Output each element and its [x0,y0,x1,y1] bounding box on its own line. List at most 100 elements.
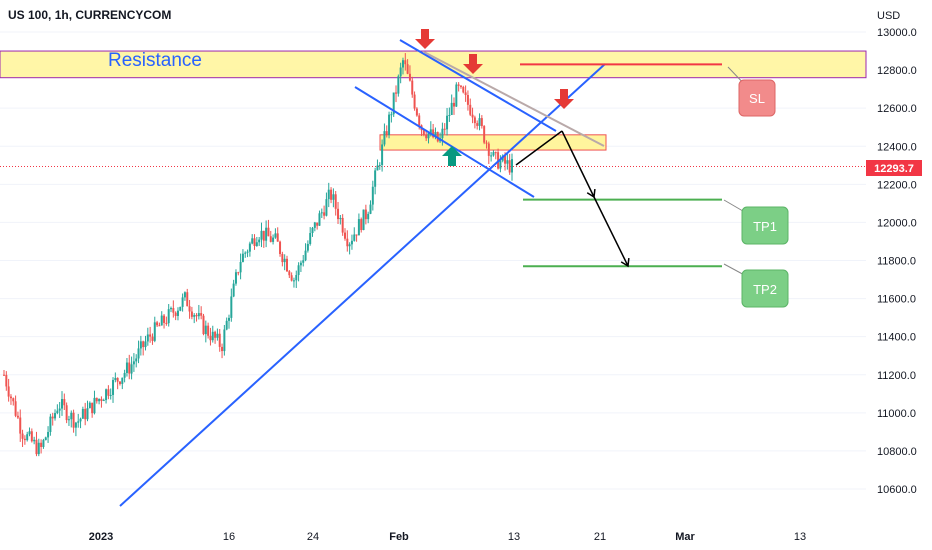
candle-body [209,335,212,341]
candle-body [422,130,425,135]
candle-body [418,115,421,126]
candle-body [385,131,388,135]
candle-body [455,84,458,107]
candle-body [427,133,430,139]
candle-body [214,331,217,338]
support-zone [379,134,607,151]
candle-body [186,292,189,307]
candle-body [14,401,17,416]
candle-body [325,199,328,216]
candle-body [202,315,205,335]
candle-body [30,431,33,442]
rising-trendline [119,63,606,507]
candle-body [408,73,411,81]
candle-body [476,123,479,126]
candle-body [7,386,10,397]
candle-body [77,421,80,423]
candle-body [506,160,509,164]
candle-body [3,374,5,376]
candle-body [42,440,45,447]
candle-body [225,320,228,330]
last-price-value: 12293.7 [874,163,914,175]
candle-body [172,308,175,313]
candle-body [434,132,437,138]
candle-body [413,94,416,109]
candle-body [311,227,314,234]
candle-body [508,160,511,173]
candle-body [112,380,115,395]
currency-label: USD [877,10,900,22]
candle-body [121,377,124,384]
candle-body [262,230,265,241]
candle-body [165,322,168,324]
y-tick-label: 11800.0 [877,256,916,268]
candle-body [374,170,377,187]
candle-body [9,396,12,399]
candle-body [179,306,182,311]
candle-body [490,155,493,157]
candle-body [132,361,135,365]
candle-body [425,134,428,139]
candle-body [72,412,75,428]
candle-body [156,322,159,326]
candle-body [469,104,472,115]
candle-body [37,442,40,455]
candle-body [281,253,284,263]
candle-body [306,243,309,251]
candle-body [406,64,409,74]
candle-body [70,412,73,420]
candle-body [448,114,451,116]
candle-body [369,204,372,214]
candle-body [19,417,22,434]
candle-body [251,238,254,244]
candle-body [244,252,247,254]
sl-callout: SL [727,66,776,117]
candle-body [114,377,117,381]
x-tick-label: 2023 [89,531,113,543]
candle-body [81,408,84,419]
candle-body [193,315,196,317]
candle-body [107,389,110,396]
y-tick-label: 11200.0 [877,370,916,382]
candle-body [95,397,98,402]
candle-body [483,126,486,143]
candle-body [320,212,323,214]
candle-body [139,341,142,349]
candle-body [21,433,24,439]
candle-body [197,313,200,317]
candle-body [149,334,152,337]
candle-body [16,415,19,418]
candle-body [323,212,326,216]
red-down-arrow [463,54,483,74]
candle-body [258,239,261,243]
candle-body [44,437,47,441]
tp2-callout: TP2 [723,263,789,308]
candle-body [279,241,282,254]
candle-body [276,233,279,242]
projection-arrowhead [620,257,630,268]
candle-body [125,362,128,373]
candle-body [309,233,312,244]
candle-body [5,374,8,387]
projection-segment [561,130,595,198]
candle-body [397,76,400,94]
candle-body [295,275,298,281]
candle-body [246,251,249,253]
candle-body [23,438,26,441]
candle-body [248,243,251,252]
candle-body [334,194,337,209]
candle-body [188,306,191,312]
candle-body [218,333,221,347]
candle-body [211,331,214,341]
candle-body [158,325,161,327]
candle-body [239,261,242,273]
last-price-tag: 12293.7 [866,160,922,176]
candle-body [499,160,502,169]
candle-body [221,346,224,352]
candle-body [54,413,57,419]
candle-body [91,402,94,414]
candle-body [330,189,333,200]
candle-body [181,297,184,307]
candle-body [471,114,474,118]
